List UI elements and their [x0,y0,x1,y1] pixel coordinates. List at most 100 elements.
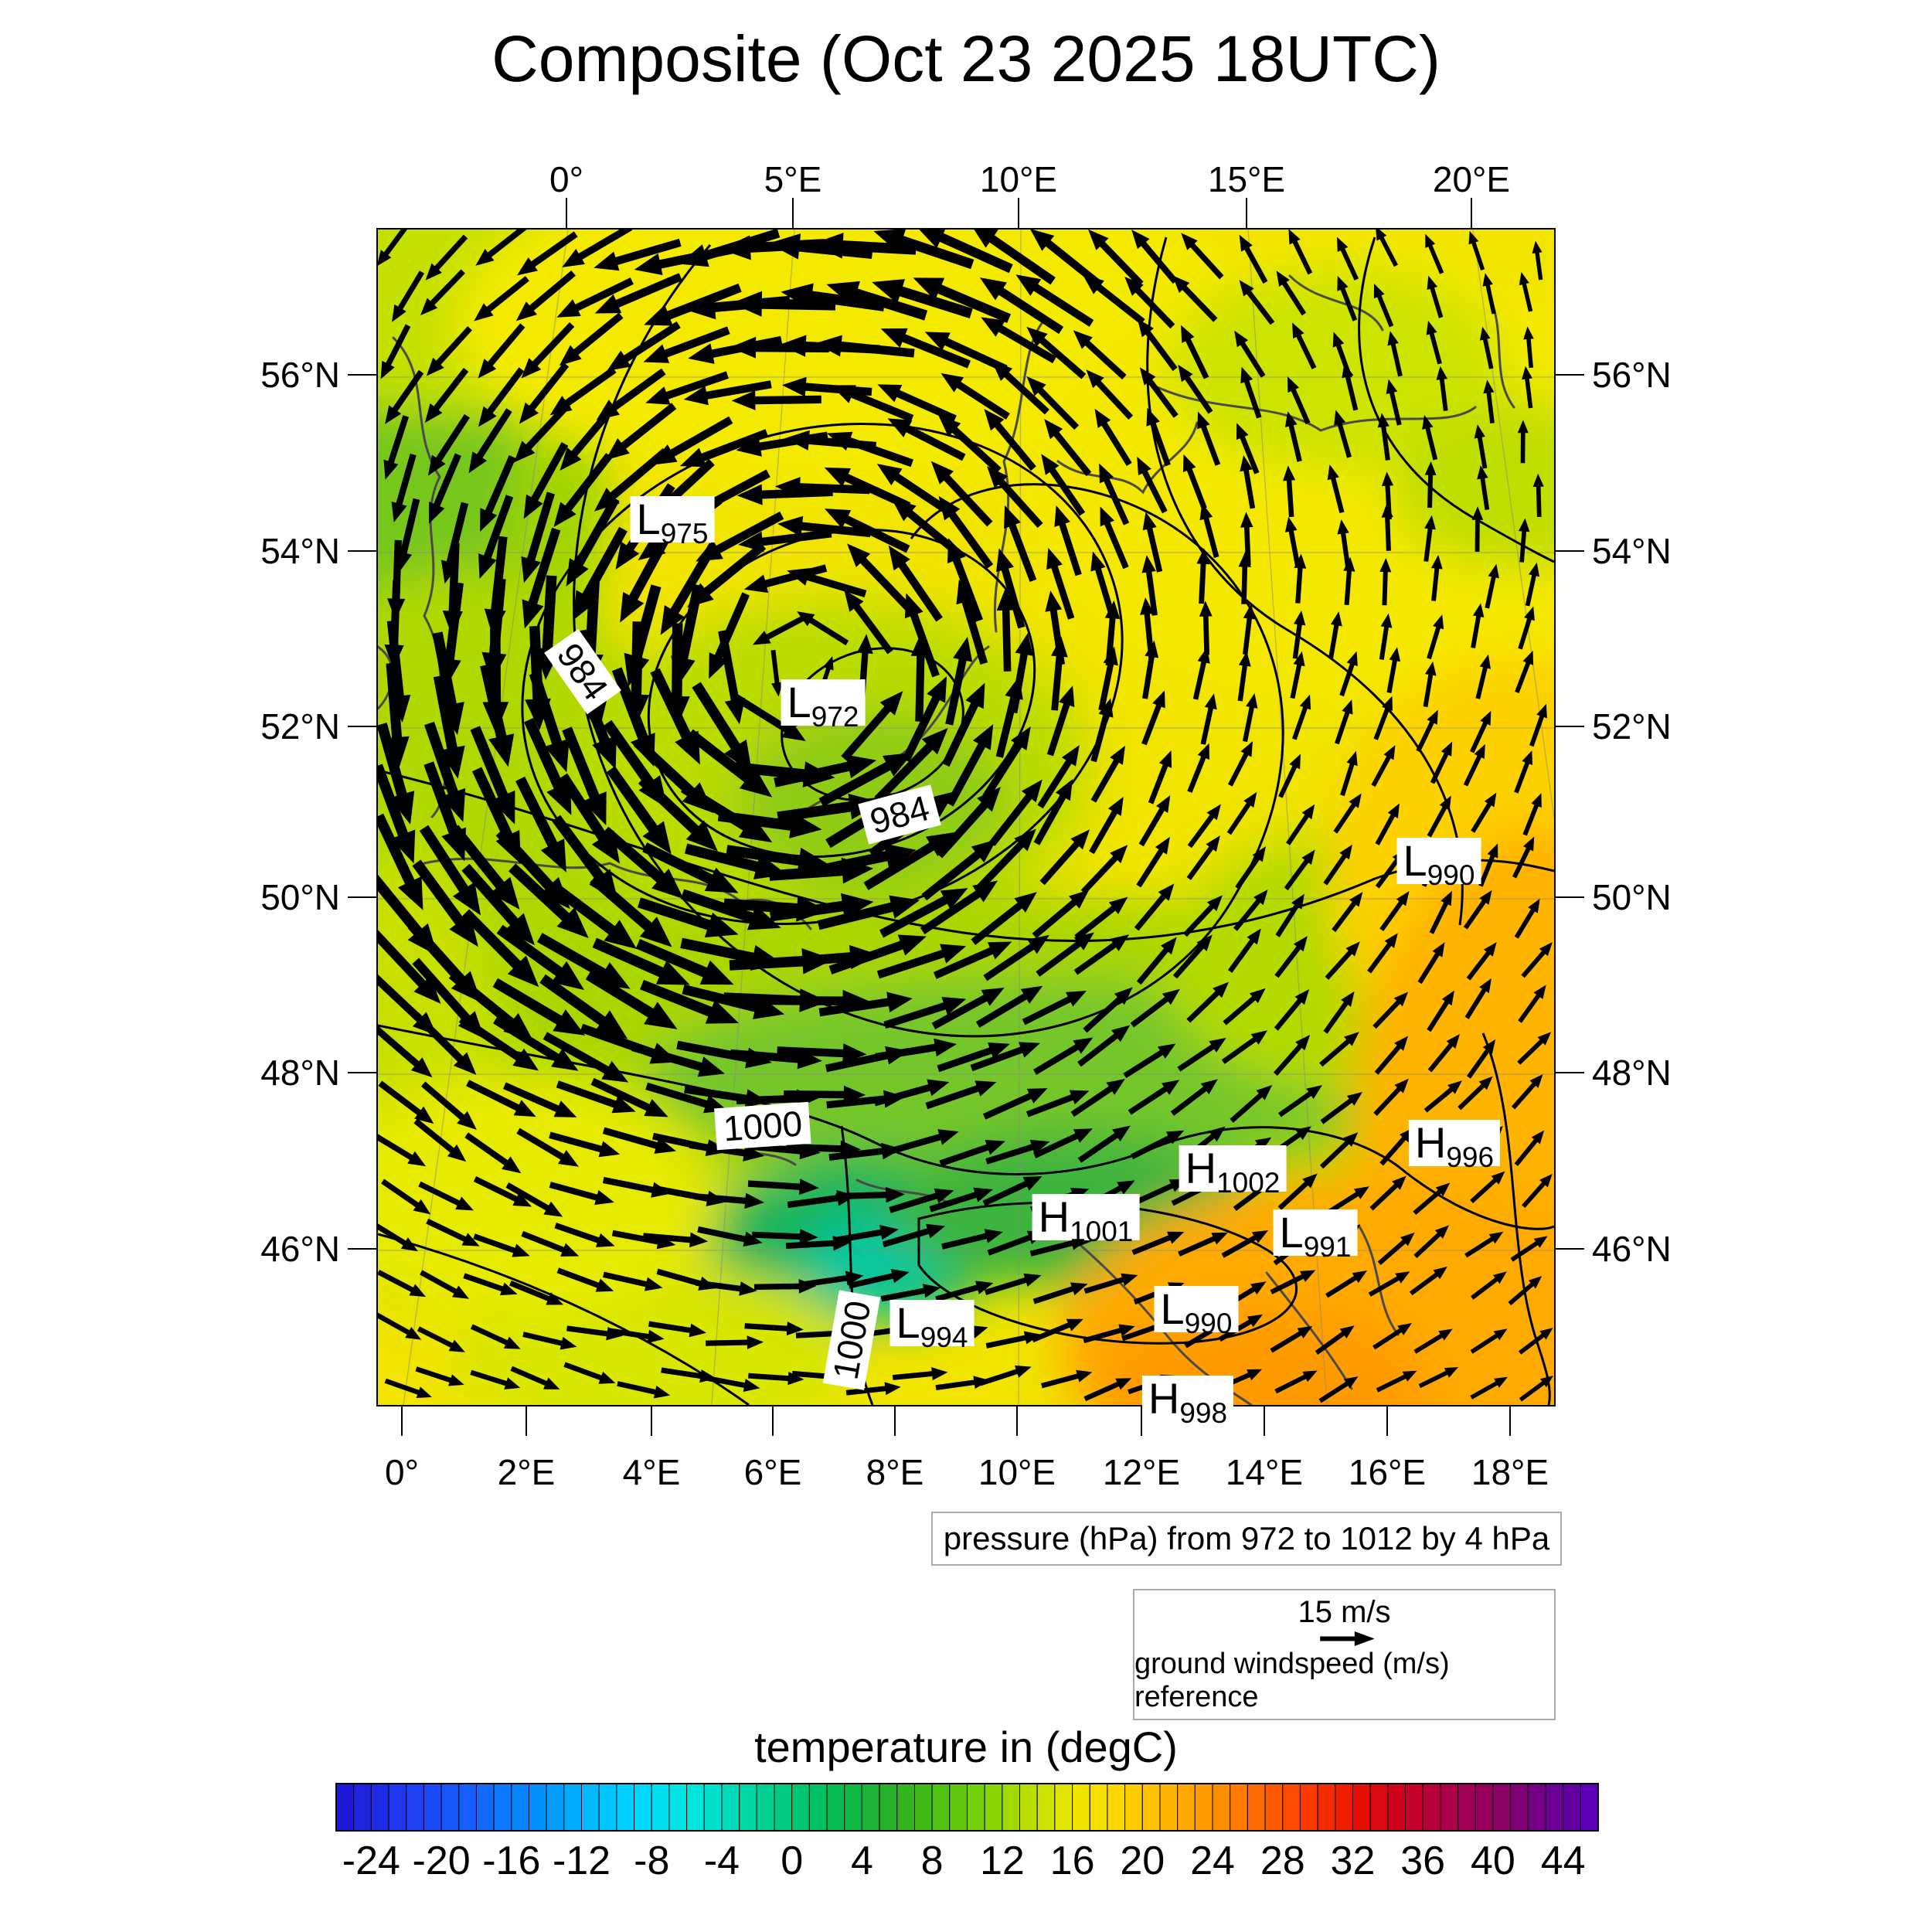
x-axis-top-tick-label: 15°E [1207,159,1286,199]
pressure-value: 990 [1184,1308,1233,1339]
x-axis-top-tick-label: 0° [549,159,583,199]
colorbar-title: temperature in (degC) [754,1723,1178,1771]
colorbar-tick-label: 8 [920,1838,944,1883]
y-axis-right-tick-label: 50°N [1592,877,1672,917]
y-axis-right-tick [1556,896,1584,898]
y-axis-right-tick-label: 52°N [1592,706,1672,747]
pressure-caption-box: pressure (hPa) from 972 to 1012 by 4 hPa [931,1512,1562,1566]
wind-legend-label: ground windspeed (m/s) reference [1134,1648,1450,1713]
wind-reference-speed: 15 m/s [1298,1595,1391,1629]
y-axis-left-tick [348,1248,376,1250]
y-axis-left-tick-label: 52°N [260,706,340,747]
map-canvas [378,230,1554,1405]
x-axis-top-tick [1246,198,1247,228]
x-axis-bottom-tick [1264,1406,1265,1436]
y-axis-right-tick [1556,726,1584,727]
pressure-value: 1002 [1216,1167,1281,1199]
colorbar-tick-label: 24 [1190,1838,1235,1883]
pressure-value: 996 [1446,1141,1495,1173]
wind-legend-box: 15 m/s ground windspeed (m/s) reference [1133,1589,1556,1720]
y-axis-right-tick [1556,1248,1584,1250]
map-panel: L975 984 L972 984 L990 1000 H996 H1002 H1001 L991… [376,228,1556,1427]
x-axis-top-tick-label: 10°E [979,159,1058,199]
y-axis-left-tick [348,896,376,898]
colorbar-tick-label: 28 [1260,1838,1305,1883]
page-title: Composite (Oct 23 2025 18UTC) [492,22,1440,95]
x-axis-bottom-tick-label: 2°E [497,1452,556,1492]
pressure-letter: H [1148,1374,1180,1423]
x-axis-top-tick [792,198,794,228]
pressure-letter: L [787,678,811,726]
colorbar-tick-label: -4 [703,1838,740,1883]
x-axis-bottom-tick-label: 4°E [622,1452,681,1492]
wind-reference-arrow-icon [1319,1631,1375,1646]
x-axis-bottom-tick [772,1406,774,1436]
x-axis-bottom-tick-label: 18°E [1471,1452,1549,1492]
y-axis-left-tick [348,374,376,376]
temperature-colorbar [335,1783,1599,1832]
x-axis-bottom-tick [1509,1406,1511,1436]
pressure-letter: H [1185,1144,1217,1192]
colorbar-tick-label: -12 [552,1838,611,1883]
pressure-center-H1001: H1001 [1032,1192,1140,1246]
pressure-center-H998: H998 [1141,1374,1234,1427]
x-axis-top-tick [1471,198,1472,228]
x-axis-bottom-tick-label: 14°E [1225,1452,1304,1492]
x-axis-top-tick [566,198,567,228]
x-axis-bottom-tick [651,1406,652,1436]
y-axis-right-tick [1556,1072,1584,1073]
x-axis-bottom-tick-label: 0° [385,1452,419,1492]
pressure-center-L991: L991 [1273,1208,1358,1261]
pressure-center-H1002: H1002 [1179,1144,1287,1197]
x-axis-bottom-tick [1141,1406,1142,1436]
pressure-center-L994: L994 [889,1298,975,1352]
x-axis-bottom-tick-label: 12°E [1102,1452,1181,1492]
colorbar-tick-label: -8 [634,1838,670,1883]
y-axis-right-tick [1556,374,1584,376]
pressure-value: 972 [811,701,859,733]
y-axis-left-tick-label: 46°N [260,1229,340,1269]
y-axis-right-tick-label: 48°N [1592,1053,1672,1093]
y-axis-right-tick-label: 56°N [1592,355,1672,395]
pressure-letter: L [896,1298,920,1347]
colorbar-tick-label: 0 [781,1838,804,1883]
x-axis-bottom-tick [1016,1406,1018,1436]
y-axis-left-tick-label: 48°N [260,1053,340,1093]
colorbar-tick-label: -24 [342,1838,400,1883]
x-axis-bottom-tick [894,1406,896,1436]
x-axis-top-tick-label: 20°E [1432,159,1511,199]
y-axis-left-tick [348,726,376,727]
x-axis-bottom-tick-label: 8°E [866,1452,924,1492]
x-axis-bottom-tick-label: 16°E [1348,1452,1427,1492]
pressure-center-L972: L972 [781,678,866,731]
colorbar-tick-label: 12 [979,1838,1025,1883]
pressure-value: 998 [1179,1397,1228,1429]
x-axis-bottom-tick [401,1406,403,1436]
colorbar-tick-label: -20 [412,1838,471,1883]
colorbar-tick-label: 32 [1330,1838,1376,1883]
pressure-value: 994 [920,1321,968,1353]
x-axis-top-tick-label: 5°E [764,159,822,199]
y-axis-left-tick [348,550,376,552]
x-axis-bottom-tick-label: 6°E [743,1452,802,1492]
pressure-center-L990: L990 [1154,1286,1239,1338]
pressure-letter: L [1403,836,1427,885]
colorbar-tick-label: 4 [850,1838,873,1883]
pressure-letter: L [636,495,661,543]
contour-label-1000: 1000 [714,1101,811,1151]
pressure-center-L975: L975 [630,495,715,548]
pressure-value: 1001 [1070,1216,1134,1247]
colorbar-tick-label: 36 [1400,1838,1446,1883]
pressure-value: 991 [1303,1231,1352,1263]
pressure-value: 975 [660,518,709,549]
colorbar-tick-label: 20 [1120,1838,1165,1883]
y-axis-left-tick-label: 56°N [260,355,340,395]
colorbar-tick-label: -16 [482,1838,541,1883]
pressure-value: 990 [1427,859,1475,891]
pressure-letter: H [1038,1192,1070,1241]
pressure-letter: L [1279,1208,1304,1257]
colorbar-tick-label: 16 [1049,1838,1095,1883]
colorbar-tick-label: 44 [1540,1838,1586,1883]
pressure-center-H996: H996 [1408,1120,1501,1172]
